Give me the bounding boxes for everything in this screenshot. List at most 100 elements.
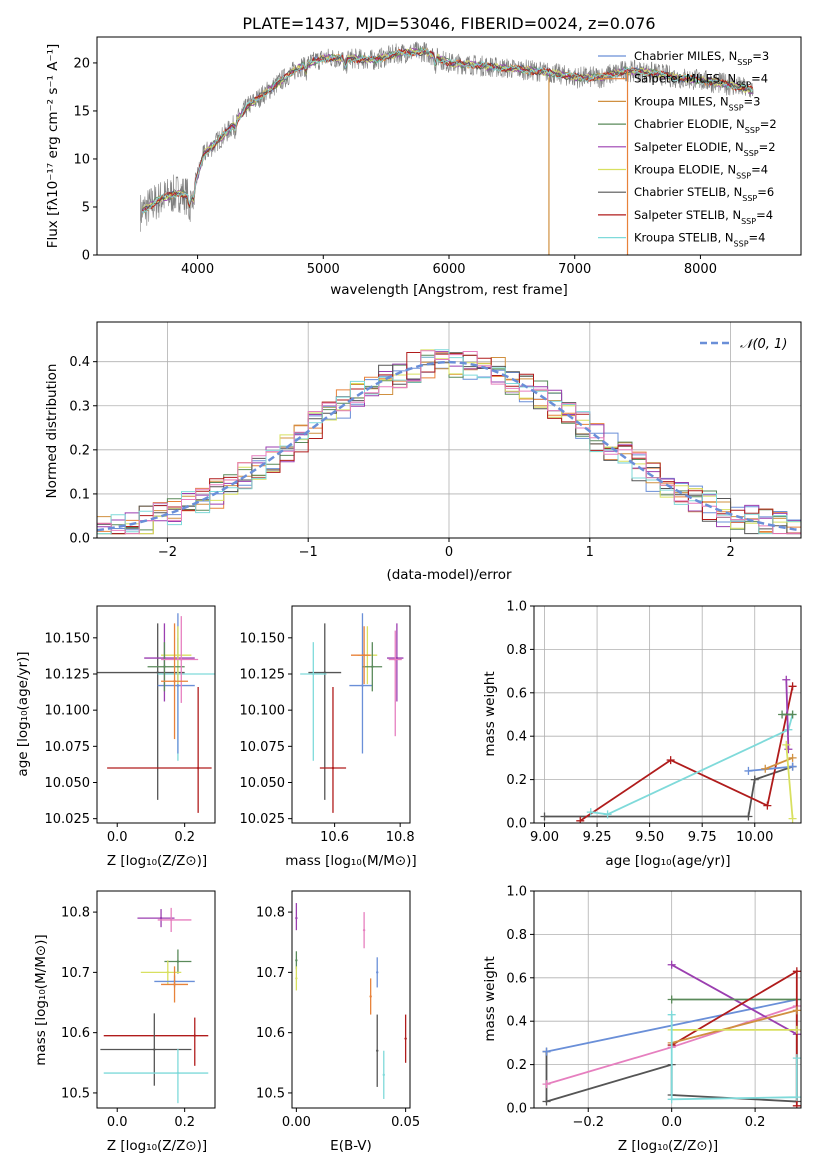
y-tick-label: 10.075: [45, 740, 91, 755]
data-point: [173, 983, 176, 986]
data-point: [156, 671, 159, 674]
plot-area: [292, 891, 410, 1108]
data-point: [153, 1048, 156, 1051]
y-tick-label: 1.0: [506, 600, 527, 615]
axes-frame: [533, 890, 802, 1109]
y-tick-label: 10.7: [61, 966, 90, 981]
x-tick-label: −0.2: [572, 1115, 604, 1130]
x-tick-label: 0.0: [107, 830, 128, 845]
data-point: [395, 656, 399, 660]
data-point: [376, 1049, 379, 1052]
residuals-plot: −2 −1 0 1 2 0.0 0.1 0.2 0.3 0.4: [69, 321, 802, 560]
plus-marker: [782, 675, 791, 684]
data-point: [196, 766, 200, 770]
y-tick-label: 0.0: [69, 532, 90, 547]
plus-marker: [586, 808, 595, 817]
x-tick-label: 10.8: [386, 830, 415, 845]
normal-legend-label: 𝒩(0, 1): [740, 337, 787, 352]
y-tick-label: 5: [82, 200, 90, 215]
plus-marker: [667, 1010, 676, 1019]
x-tick-label: 8000: [684, 262, 717, 277]
mass-weight-vs-age-panel: 9.00 9.25 9.50 9.75 10.00 0.0 0.2 0.4 0.6 0.8 1.0: [506, 600, 802, 845]
x-tick-label: 4000: [181, 262, 214, 277]
mass-vs-EBV-xlabel: E(B-V): [330, 1138, 372, 1154]
mass-weight-line: [748, 765, 793, 772]
x-tick-label: 5000: [307, 262, 340, 277]
y-tick-label: 10.5: [256, 1086, 285, 1101]
data-point: [166, 971, 169, 974]
mass-weight-line: [785, 744, 794, 819]
y-tick-label: 0.0: [506, 817, 527, 832]
plus-marker: [792, 1054, 801, 1063]
clipped-layer: [97, 349, 801, 535]
data-point: [176, 653, 180, 657]
y-tick-label: 10.100: [45, 704, 91, 719]
mass-weight-line: [671, 1009, 798, 1044]
mass-vs-Z-panel: 0.0 0.2 10.5 10.6 10.7 10.8: [61, 890, 216, 1130]
data-point: [169, 918, 173, 922]
y-tick-label: 10.050: [240, 776, 286, 791]
data-point: [295, 977, 298, 980]
residual-histogram: [97, 349, 801, 535]
axes-frame: [533, 605, 802, 824]
legend-entry: Salpeter MILES, NSSP=4: [634, 72, 768, 90]
plus-marker: [761, 764, 770, 773]
plus-marker: [792, 967, 801, 976]
y-tick-label: 0.8: [506, 643, 527, 658]
spectrum-xlabel: wavelength [Angstrom, rest frame]: [330, 282, 568, 298]
legend-entry: Salpeter STELIB, NSSP=4: [634, 208, 773, 226]
residuals-xlabel: (data-model)/error: [386, 567, 512, 583]
x-tick-label: 9.00: [530, 830, 559, 845]
spectrum-panel: PLATE=1437, MJD=53046, FIBERID=0024, z=0…: [45, 14, 802, 298]
axes-frame: [291, 890, 411, 1109]
y-tick-label: 10.025: [240, 812, 286, 827]
y-tick-label: 1.0: [506, 885, 527, 900]
model-spectrum: [141, 47, 753, 215]
plus-marker: [792, 1093, 801, 1102]
y-tick-label: 10.8: [256, 906, 285, 921]
plus-marker: [782, 740, 791, 749]
plot-area: [97, 891, 215, 1108]
x-tick-label: 0.00: [282, 1115, 311, 1130]
mass-weight-vs-age-xlabel: age [log₁₀(age/yr)]: [605, 853, 730, 869]
age-vs-mass-xlabel: mass [log₁₀(M/M⊙)]: [285, 853, 416, 869]
x-tick-label: 1: [586, 545, 594, 560]
plus-marker: [542, 1097, 551, 1106]
y-tick-label: 0: [82, 249, 90, 264]
y-tick-label: 10.150: [45, 631, 91, 646]
age-vs-Z-ylabel: age [log₁₀(age/yr)]: [15, 651, 31, 776]
x-tick-label: 7000: [558, 262, 591, 277]
x-tick-label: 6000: [432, 262, 465, 277]
x-tick-label: −2: [158, 545, 177, 560]
plus-marker: [788, 762, 797, 771]
mass-vs-EBV-panel: 0.00 0.05 10.5 10.6 10.7 10.8: [256, 890, 420, 1130]
residual-histogram: [97, 350, 801, 535]
plus-marker: [788, 814, 797, 823]
mass-vs-Z-xlabel: Z [log₁₀(Z/Z⊙)]: [107, 1138, 207, 1154]
spectrum-legend: Chabrier MILES, NSSP=3 Salpeter MILES, NS…: [598, 49, 777, 248]
plus-marker: [788, 682, 797, 691]
clipped-layer: [540, 675, 797, 823]
y-tick-label: 10.7: [256, 966, 285, 981]
legend-entry: Chabrier ELODIE, NSSP=2: [634, 117, 777, 135]
y-tick-label: 0.6: [506, 686, 527, 701]
residuals-ylabel: Normed distribution: [44, 364, 60, 499]
mass-weight-line: [590, 714, 794, 816]
x-tick-label: 9.25: [583, 830, 612, 845]
y-tick-label: 10.100: [240, 704, 286, 719]
plus-marker: [792, 1101, 801, 1108]
x-tick-label: 9.75: [688, 830, 717, 845]
y-tick-label: 10.025: [45, 812, 91, 827]
plus-marker: [542, 1047, 551, 1056]
plot-area: [97, 606, 215, 823]
data-point: [295, 959, 298, 962]
plus-marker: [667, 1095, 676, 1104]
data-point: [331, 766, 335, 770]
plus-marker: [744, 812, 753, 821]
axes-frame: [291, 605, 411, 824]
clipped-layer: [100, 907, 209, 1104]
data-point: [361, 684, 364, 687]
mass-weight-vs-Z-ylabel: mass weight: [482, 956, 498, 1041]
data-point: [371, 665, 374, 668]
